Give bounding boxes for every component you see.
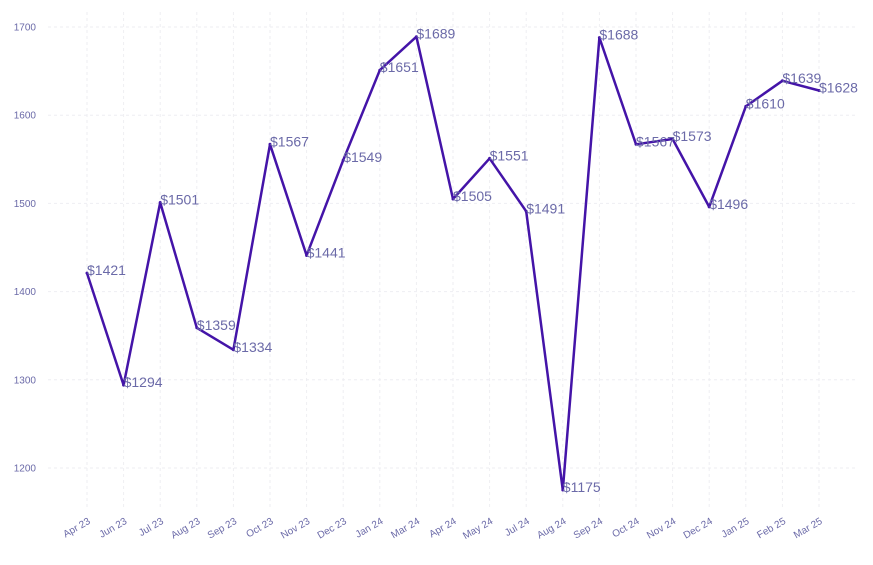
data-label: $1175 [563, 479, 601, 495]
data-label-layer: $1421 $1294 $1501 $1359 $1334 $1567 $1441 $1549… [87, 26, 858, 495]
x-tick-label: Jan 24 [354, 516, 386, 541]
data-label: $1689 [416, 26, 455, 42]
x-tick-label: Nov 24 [645, 516, 678, 542]
data-label: $1294 [124, 374, 163, 390]
data-point [488, 156, 492, 160]
x-tick-label: Mar 25 [792, 516, 825, 541]
data-point [85, 271, 89, 275]
x-tick-label: Sep 24 [572, 516, 605, 542]
data-point [780, 79, 784, 83]
y-tick-label: 1400 [14, 287, 37, 298]
x-tick-label: Nov 23 [279, 516, 312, 542]
data-point [561, 488, 565, 492]
x-tick-label: Apr 23 [61, 516, 92, 540]
y-tick-label: 1700 [14, 23, 37, 34]
x-tick-label: Jul 24 [503, 516, 532, 539]
y-tick-label: 1500 [14, 199, 37, 210]
data-point [707, 205, 711, 209]
data-point [122, 383, 126, 387]
x-tick-label: May 24 [461, 516, 495, 542]
data-label: $1359 [197, 317, 236, 333]
x-tick-label: Aug 23 [169, 516, 202, 542]
series-layer [85, 35, 821, 492]
data-point [634, 142, 638, 146]
x-tick-label: Dec 23 [316, 516, 349, 542]
data-label: $1496 [709, 196, 748, 212]
x-tick-label: Oct 24 [610, 516, 641, 540]
data-point [524, 209, 528, 213]
data-point [305, 253, 309, 257]
x-tick-label: Sep 23 [206, 516, 239, 542]
grid-layer [48, 12, 856, 508]
y-tick-label: 1300 [14, 375, 37, 386]
data-label: $1551 [490, 147, 529, 163]
x-tick-label: Mar 24 [389, 516, 422, 541]
data-label: $1610 [746, 95, 785, 111]
data-label: $1334 [233, 339, 272, 355]
data-label: $1441 [307, 244, 346, 260]
data-label: $1567 [270, 133, 309, 149]
data-label: $1491 [526, 200, 565, 216]
data-point [378, 68, 382, 72]
x-tick-label: Oct 23 [244, 516, 275, 540]
data-label: $1573 [673, 128, 712, 144]
data-label: $1628 [819, 80, 858, 96]
data-label: $1567 [636, 133, 675, 149]
data-point [451, 197, 455, 201]
data-point [341, 158, 345, 162]
x-tick-label: Jan 25 [720, 516, 752, 541]
data-label: $1421 [87, 262, 126, 278]
data-label: $1651 [380, 59, 419, 75]
data-point [817, 89, 821, 93]
data-point [671, 137, 675, 141]
data-label: $1688 [599, 27, 638, 43]
data-label: $1501 [160, 192, 199, 208]
y-tick-label: 1200 [14, 464, 37, 475]
data-point [744, 104, 748, 108]
x-tick-label: Jul 23 [137, 516, 166, 539]
data-label: $1505 [453, 188, 492, 204]
x-tick-label: Dec 24 [682, 516, 715, 542]
data-point [158, 201, 162, 205]
axis-layer: 1200 1300 1400 1500 1600 1700 Apr 23 Jun 23 Jul … [14, 23, 825, 542]
data-point [231, 348, 235, 352]
data-label: $1639 [782, 70, 821, 86]
data-point [597, 36, 601, 40]
x-tick-label: Aug 24 [535, 516, 568, 542]
data-label: $1549 [343, 149, 382, 165]
y-tick-label: 1600 [14, 111, 37, 122]
x-tick-label: Jun 23 [98, 516, 130, 541]
data-point [195, 326, 199, 330]
x-tick-label: Apr 24 [427, 516, 458, 540]
x-tick-label: Feb 25 [755, 516, 788, 541]
data-point [268, 142, 272, 146]
data-point [414, 35, 418, 39]
